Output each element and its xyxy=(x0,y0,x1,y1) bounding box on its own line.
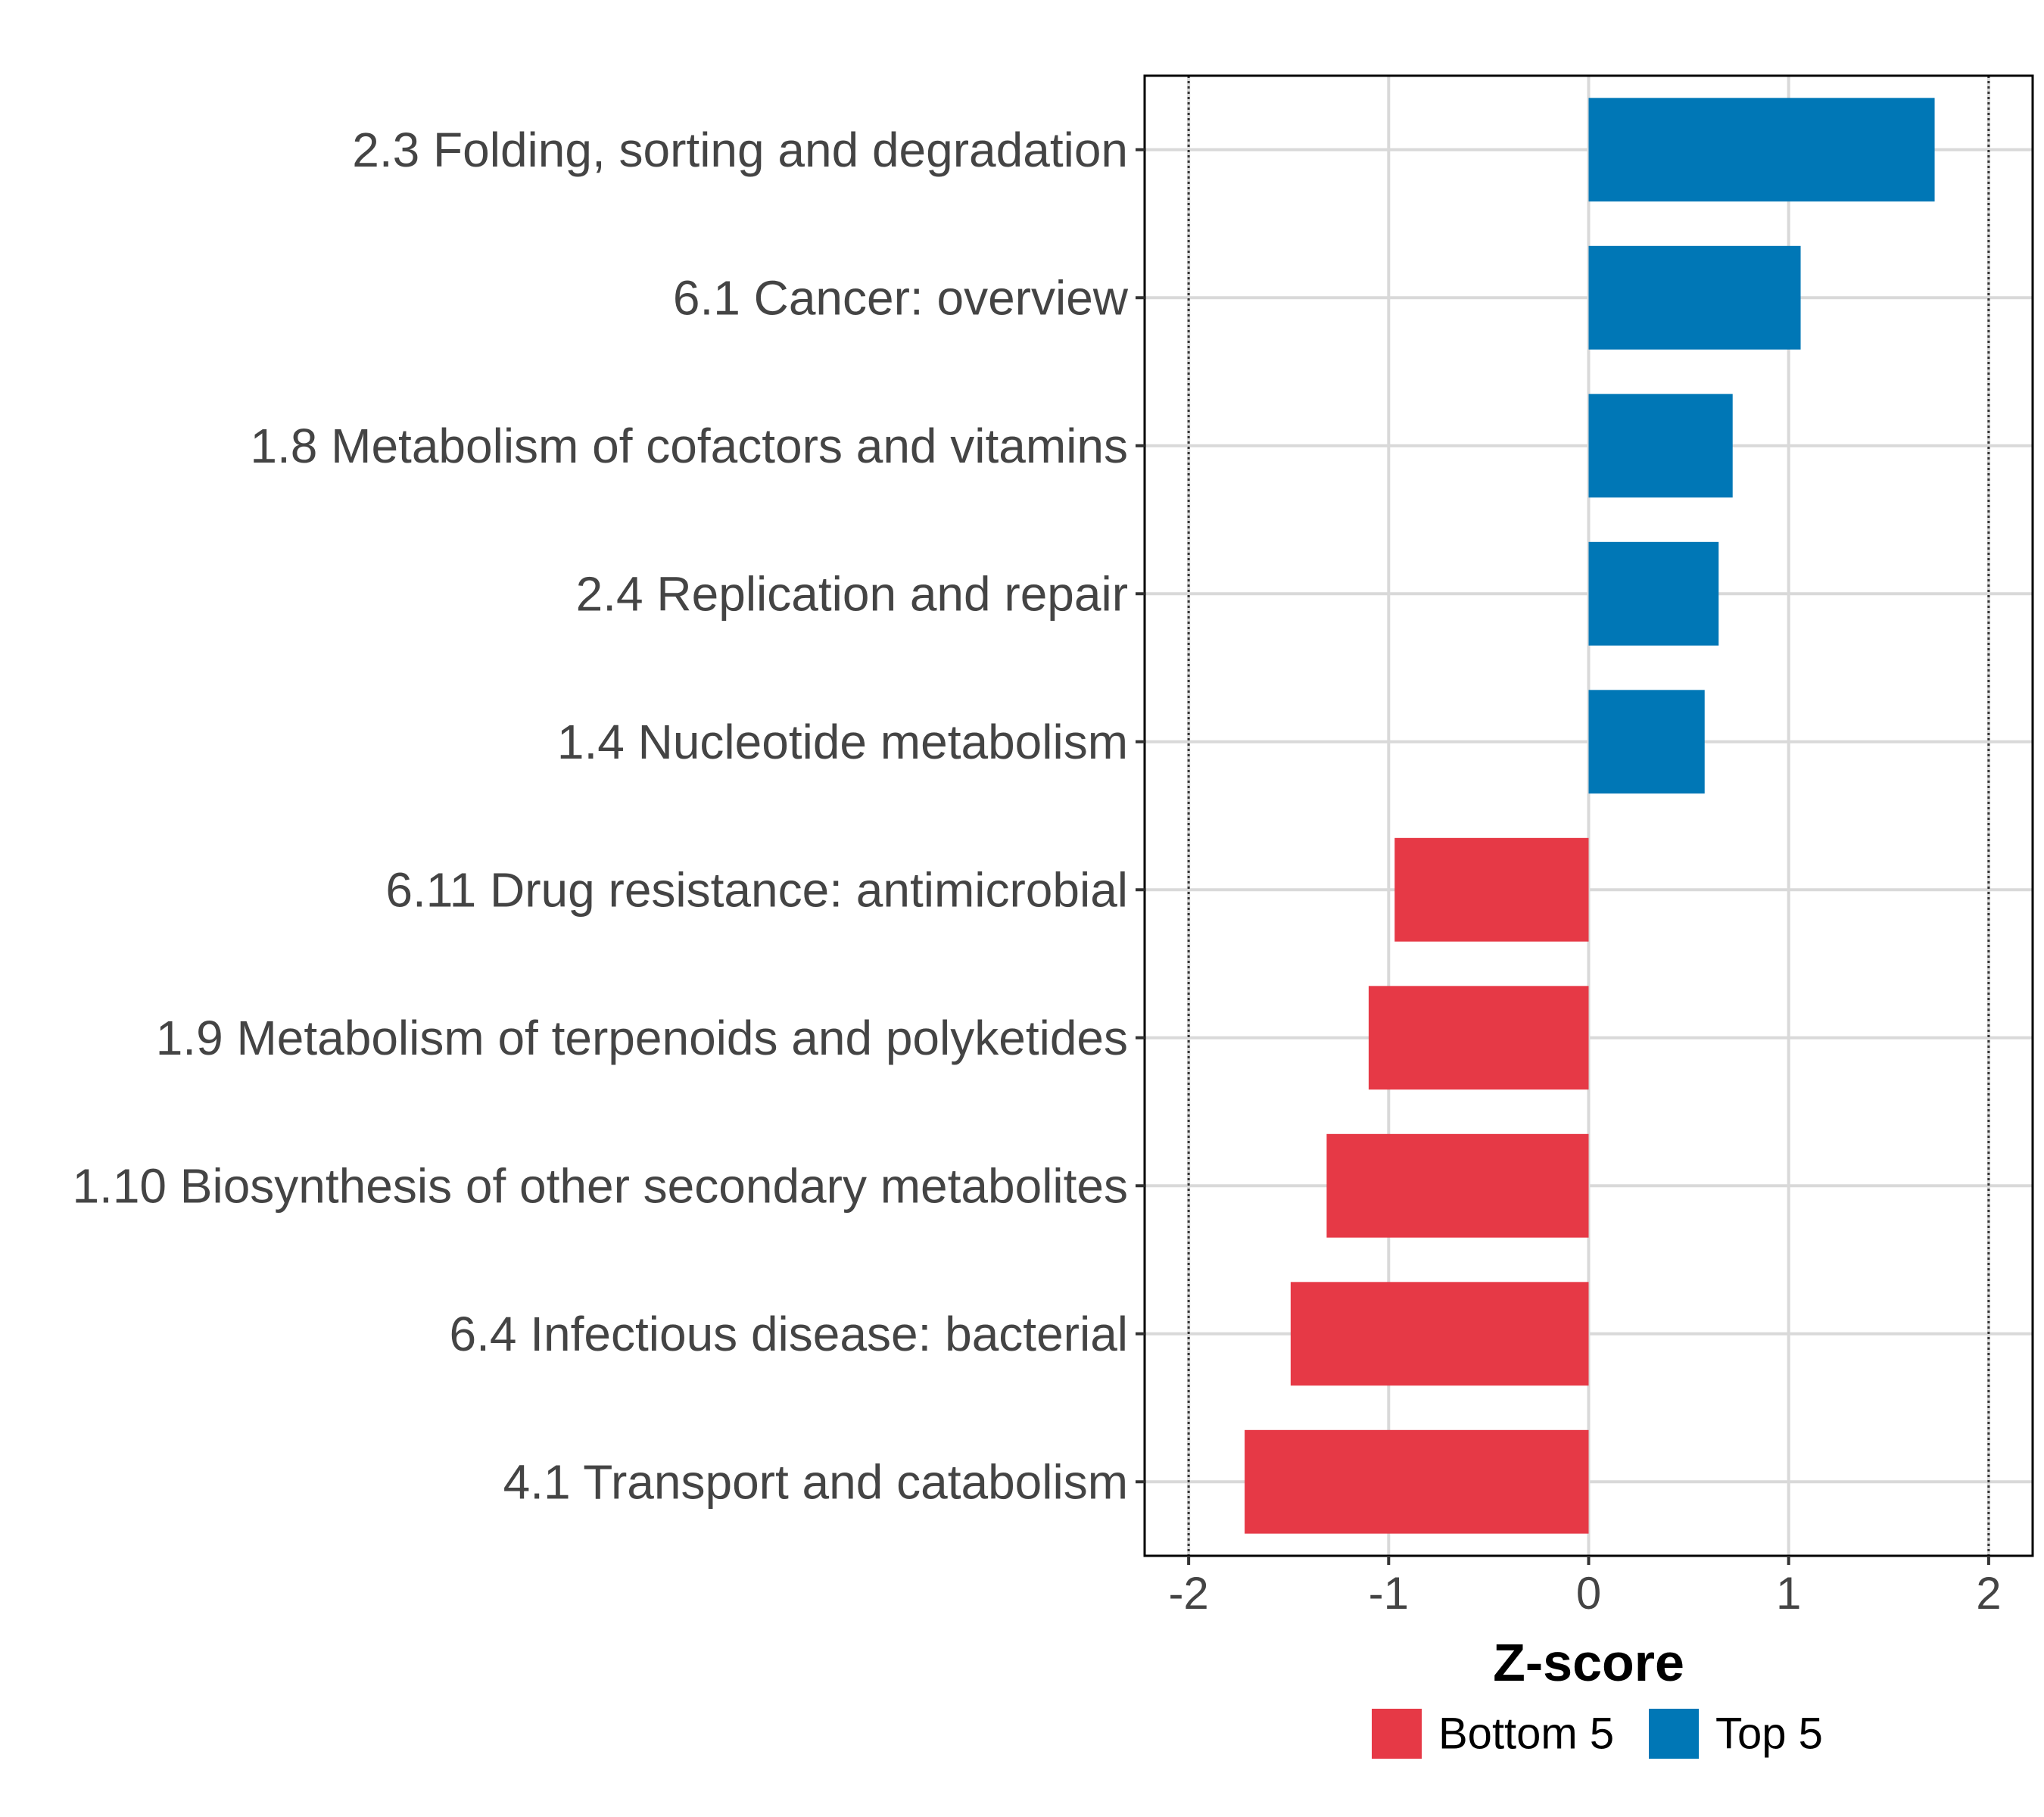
legend-label: Top 5 xyxy=(1715,1709,1823,1759)
bar xyxy=(1326,1133,1589,1238)
bar xyxy=(1588,690,1705,794)
x-tick-label: 2 xyxy=(1976,1568,2001,1619)
bar xyxy=(1368,986,1589,1090)
category-label: 4.1 Transport and catabolism xyxy=(503,1454,1128,1509)
x-tick-label: 1 xyxy=(1776,1568,1801,1619)
x-axis: -2 -1 0 1 2 xyxy=(1168,1556,2002,1619)
bar xyxy=(1245,1429,1589,1534)
legend-label: Bottom 5 xyxy=(1438,1709,1614,1759)
bar xyxy=(1588,394,1733,498)
bar xyxy=(1394,837,1589,942)
x-tick-label: 0 xyxy=(1576,1568,1601,1619)
category-label: 6.1 Cancer: overview xyxy=(673,270,1129,325)
y-axis: 2.3 Folding, sorting and degradation 6.1 … xyxy=(72,123,1145,1509)
bar xyxy=(1588,98,1935,202)
bars xyxy=(1245,98,1935,1534)
legend: Bottom 5 Top 5 xyxy=(1372,1709,1823,1759)
category-label: 2.4 Replication and repair xyxy=(576,566,1128,621)
x-tick-label: -2 xyxy=(1168,1568,1208,1619)
category-label: 6.4 Infectious disease: bacterial xyxy=(449,1307,1128,1361)
bar xyxy=(1588,245,1801,350)
category-label: 1.10 Biosynthesis of other secondary met… xyxy=(72,1158,1128,1213)
category-label: 2.3 Folding, sorting and degradation xyxy=(352,123,1128,177)
bar xyxy=(1588,541,1719,646)
x-tick-label: -1 xyxy=(1369,1568,1409,1619)
x-axis-title: Z-score xyxy=(1493,1633,1684,1692)
legend-swatch xyxy=(1649,1709,1699,1759)
bar xyxy=(1290,1282,1589,1386)
category-label: 1.8 Metabolism of cofactors and vitamins xyxy=(250,419,1128,473)
category-label: 1.9 Metabolism of terpenoids and polyket… xyxy=(156,1011,1128,1065)
legend-swatch xyxy=(1372,1709,1422,1759)
category-label: 6.11 Drug resistance: antimicrobial xyxy=(385,862,1128,917)
category-label: 1.4 Nucleotide metabolism xyxy=(557,715,1128,769)
